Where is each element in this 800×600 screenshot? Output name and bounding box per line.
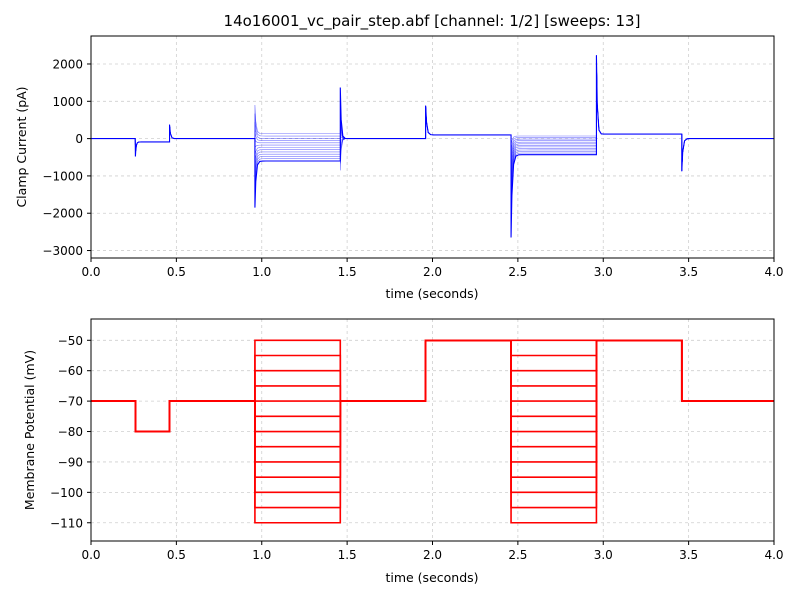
y-axis-label: Membrane Potential (mV): [22, 350, 37, 510]
y-tick-label: 0: [75, 132, 83, 146]
y-axis-label: Clamp Current (pA): [14, 86, 29, 207]
voltage-sweep-line: [91, 339, 774, 524]
voltage-traces: [91, 339, 774, 524]
x-tick-label: 3.5: [679, 265, 698, 279]
voltage-plot: 0.0 0.5 1.0 1.5 2.0 2.5 3.0 3.5 4.0 −110 −100 −90 −8…: [22, 318, 784, 585]
y-tick-label: 2000: [52, 57, 83, 71]
y-tick-label: −3000: [42, 244, 83, 258]
y-tick-label: −80: [58, 425, 83, 439]
chart-title: 14o16001_vc_pair_step.abf [channel: 1/2]…: [224, 12, 641, 31]
y-tick-label: 1000: [52, 95, 83, 109]
x-tick-label: 2.0: [423, 548, 442, 562]
x-tick-label: 0.5: [167, 265, 186, 279]
y-tick-label: −2000: [42, 207, 83, 221]
x-tick-label: 0.0: [81, 265, 100, 279]
y-tick-label: −90: [58, 455, 83, 469]
x-tick-label: 1.0: [252, 548, 271, 562]
x-tick-label: 0.5: [167, 548, 186, 562]
current-plot: 14o16001_vc_pair_step.abf [channel: 1/2]…: [14, 12, 784, 301]
x-axis-label: time (seconds): [385, 286, 478, 301]
x-tick-label: 2.5: [508, 265, 527, 279]
x-tick-label: 2.0: [423, 265, 442, 279]
voltage-sweep-line: [91, 339, 774, 478]
x-tick-label: 1.5: [338, 548, 357, 562]
y-tick-label: −1000: [42, 169, 83, 183]
x-tick-label: 2.5: [508, 548, 527, 562]
x-tick-label: 1.5: [338, 265, 357, 279]
current-sweep-line: [91, 55, 774, 230]
x-tick-label: 0.0: [81, 548, 100, 562]
y-tick-label: −70: [58, 395, 83, 409]
current-sweep-line: [91, 55, 774, 238]
x-tick-label: 4.0: [764, 265, 783, 279]
x-tick-label: 3.5: [679, 548, 698, 562]
y-tick-label: −110: [50, 516, 83, 530]
x-tick-label: 4.0: [764, 548, 783, 562]
y-tick-label: −60: [58, 364, 83, 378]
x-tick-label: 3.0: [594, 548, 613, 562]
x-tick-label: 1.0: [252, 265, 271, 279]
current-traces: [91, 55, 774, 238]
x-tick-label: 3.0: [594, 265, 613, 279]
x-axis-label: time (seconds): [385, 570, 478, 585]
y-tick-label: −50: [58, 334, 83, 348]
y-tick-label: −100: [50, 486, 83, 500]
